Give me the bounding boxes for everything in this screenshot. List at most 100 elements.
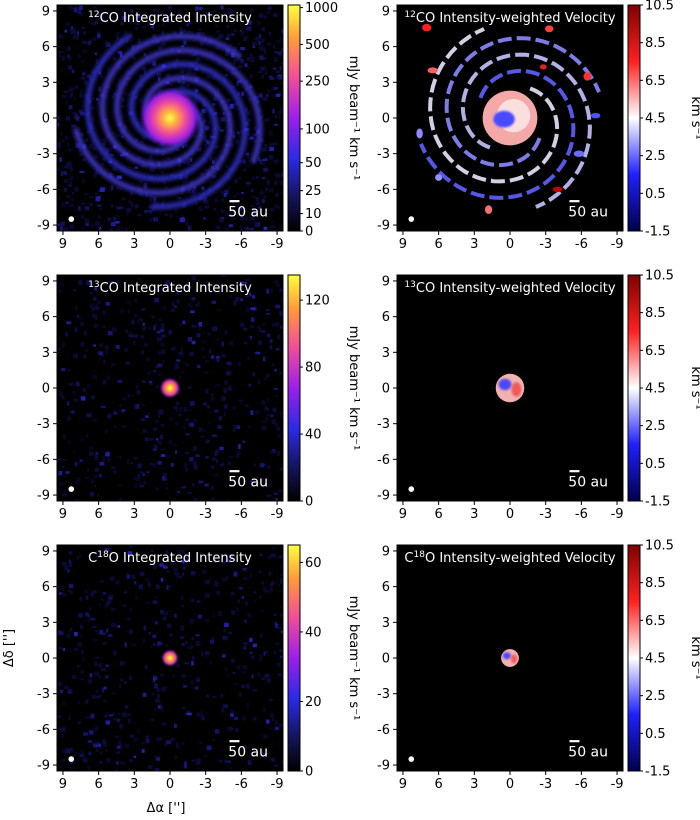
- central-disk: [159, 377, 181, 399]
- colorbar-tick-label: 20: [305, 695, 322, 710]
- y-tick-label: 6: [42, 580, 50, 595]
- colorbar-tick-label: 40: [305, 625, 322, 640]
- y-tick-label: 9: [382, 274, 390, 289]
- panel-title: 13CO Integrated Intensity: [88, 280, 252, 296]
- y-tick-label: 3: [382, 76, 390, 91]
- y-tick-label: -3: [37, 417, 50, 432]
- y-tick-label: -9: [37, 489, 50, 504]
- map-image: [416, 23, 601, 214]
- colorbar-tick-label: 120: [305, 294, 330, 309]
- scalebar: [229, 740, 240, 743]
- panel-title: C18O Intensity-weighted Velocity: [404, 550, 615, 566]
- y-tick-label: 0: [382, 382, 390, 397]
- x-tick-label: -9: [611, 507, 624, 522]
- colorbar-tick-label: 60: [305, 556, 322, 571]
- colorbar-tick-label: 0.5: [645, 727, 666, 742]
- colorbar-tick-label: 8.5: [645, 576, 666, 591]
- velocity-clumps: [416, 23, 601, 214]
- panel-c18o-intensity: 50 au C18O Integrated Intensity 9 6 3 0 -3 -6 -9…: [37, 544, 361, 792]
- beam-marker: [408, 216, 415, 222]
- x-tick-label: 6: [94, 237, 102, 252]
- y-tick-label: 0: [382, 652, 390, 667]
- y-tick-label: 9: [382, 544, 390, 559]
- x-tick-label: -3: [199, 237, 212, 252]
- colorbar-tick-label: 2.5: [645, 149, 666, 164]
- scalebar-label: 50 au: [568, 475, 608, 491]
- y-tick-label: -3: [377, 687, 390, 702]
- x-tick-label: 0: [506, 777, 514, 792]
- colorbar-tick-label: 50: [305, 156, 322, 171]
- colorbar-tick-label: -1.5: [645, 225, 670, 240]
- y-tick-label: -9: [37, 759, 50, 774]
- colorbar-label: mJy beam⁻¹ km s⁻¹: [346, 56, 361, 181]
- colorbar-tick-label: 10.5: [645, 0, 674, 14]
- colorbar-tick-label: 10.5: [645, 269, 674, 284]
- x-tick-label: 9: [59, 507, 67, 522]
- colorbar-tick-label: 8.5: [645, 36, 666, 51]
- y-tick-label: -3: [37, 687, 50, 702]
- beam-marker: [68, 216, 75, 222]
- x-tick-label: 3: [130, 507, 138, 522]
- y-tick-label: 3: [42, 616, 50, 631]
- colorbar-tick-label: 2.5: [645, 419, 666, 434]
- x-tick-label: 6: [94, 777, 102, 792]
- colorbar-tick-label: 6.5: [645, 74, 666, 89]
- central-disk: [161, 649, 179, 667]
- x-tick-label: -6: [235, 507, 248, 522]
- x-tick-label: 9: [399, 777, 407, 792]
- scalebar-label: 50 au: [228, 745, 268, 761]
- colorbar: 10.5 8.5 6.5 4.5 2.5 0.5 -1.5 km s⁻¹: [627, 539, 700, 780]
- y-tick-label: 3: [42, 346, 50, 361]
- map-image: [495, 373, 525, 403]
- y-tick-label: -9: [377, 759, 390, 774]
- y-tick-label: 9: [42, 4, 50, 19]
- y-tick-label: 6: [382, 580, 390, 595]
- y-tick-label: 6: [42, 310, 50, 325]
- beam-marker: [68, 486, 75, 492]
- tick-labels: 9 6 3 0 -3 -6 -9 9 6 3 0 -3 -6 -9: [37, 274, 284, 522]
- colorbar: 0 40 80 120 mJy beam⁻¹ km s⁻¹: [287, 274, 361, 510]
- y-tick-label: 3: [42, 76, 50, 91]
- y-tick-label: -9: [37, 219, 50, 234]
- map-image: [57, 275, 283, 501]
- x-tick-label: 3: [470, 777, 478, 792]
- scalebar: [229, 200, 240, 203]
- y-tick-label: -9: [377, 219, 390, 234]
- x-tick-label: -6: [575, 507, 588, 522]
- x-tick-label: 6: [434, 777, 442, 792]
- scalebar-label: 50 au: [568, 745, 608, 761]
- y-tick-label: 6: [382, 40, 390, 55]
- y-tick-label: 9: [42, 544, 50, 559]
- x-tick-label: 9: [59, 777, 67, 792]
- y-tick-label: -6: [37, 453, 50, 468]
- x-tick-label: 9: [399, 237, 407, 252]
- y-tick-label: 9: [382, 4, 390, 19]
- figure-ylabel: Δδ ['']: [2, 629, 17, 667]
- figure-xlabel: Δα ['']: [147, 801, 186, 816]
- colorbar-tick-label: 0: [305, 765, 313, 780]
- x-tick-label: -3: [199, 777, 212, 792]
- scalebar-label: 50 au: [228, 205, 268, 221]
- y-tick-label: -6: [377, 723, 390, 738]
- colorbar-tick-label: 10.5: [645, 539, 674, 554]
- colorbar-tick-label: 80: [305, 361, 322, 376]
- colorbar-tick-label: 40: [305, 428, 322, 443]
- tick-labels: 9 6 3 0 -3 -6 -9 9 6 3 0 -3 -6 -9: [377, 544, 624, 792]
- y-tick-label: 0: [42, 652, 50, 667]
- tick-labels: 9 6 3 0 -3 -6 -9 9 6 3 0 -3 -6 -9: [37, 4, 284, 252]
- panel-12co-intensity: 50 au 12CO Integrated Intensity 9 6 3 0 -3 -6 -9…: [37, 1, 361, 252]
- x-tick-label: 0: [166, 237, 174, 252]
- panel-13co-intensity: 50 au 13CO Integrated Intensity 9 6 3 0 -3 -6 -9…: [37, 274, 361, 522]
- x-tick-label: -3: [539, 237, 552, 252]
- colorbar-tick-label: 4.5: [645, 382, 666, 397]
- colorbar-tick-label: -1.5: [645, 495, 670, 510]
- colorbar-tick-label: 6.5: [645, 344, 666, 359]
- x-tick-label: 0: [166, 777, 174, 792]
- colorbar-tick-label: 10: [305, 207, 322, 222]
- y-tick-label: -3: [377, 417, 390, 432]
- x-tick-label: -9: [611, 777, 624, 792]
- colorbar-tick-label: 2.5: [645, 689, 666, 704]
- colorbar-tick-label: 0.5: [645, 187, 666, 202]
- x-tick-label: 3: [470, 237, 478, 252]
